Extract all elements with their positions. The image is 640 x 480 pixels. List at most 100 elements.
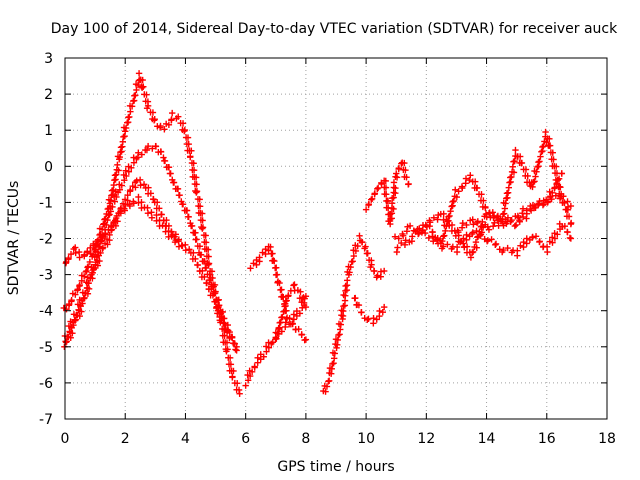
- data-point: [166, 170, 174, 177]
- data-point: [191, 229, 198, 237]
- data-point: [242, 382, 249, 389]
- data-point: [149, 109, 157, 116]
- data-point: [368, 195, 376, 202]
- data-point: [133, 177, 140, 184]
- data-point: [268, 250, 275, 258]
- axis-ticks: [64, 57, 608, 420]
- data-point: [75, 248, 83, 256]
- data-point: [466, 176, 473, 184]
- data-point: [221, 332, 228, 339]
- data-point: [545, 142, 553, 150]
- data-point: [226, 354, 234, 362]
- data-point: [179, 120, 187, 127]
- data-point: [171, 238, 179, 246]
- data-point: [440, 243, 447, 250]
- data-point: [482, 204, 489, 212]
- data-point: [231, 340, 238, 347]
- data-point: [429, 228, 436, 236]
- data-point: [459, 184, 466, 192]
- data-point: [284, 293, 292, 300]
- data-point: [467, 172, 474, 179]
- data-point: [447, 208, 454, 215]
- data-point: [90, 242, 97, 249]
- data-point: [516, 153, 524, 160]
- data-point: [128, 103, 136, 110]
- data-point: [560, 193, 567, 200]
- data-point: [409, 233, 416, 240]
- data-point: [519, 205, 527, 212]
- data-point: [107, 223, 115, 231]
- data-point: [190, 160, 197, 167]
- data-point: [301, 295, 308, 302]
- data-point: [150, 117, 158, 124]
- data-point: [430, 214, 438, 221]
- data-point: [542, 128, 549, 136]
- data-point: [149, 145, 156, 152]
- data-point: [76, 312, 83, 320]
- data-point: [472, 238, 480, 246]
- x-tick-label: 2: [121, 431, 130, 447]
- data-point: [233, 343, 240, 350]
- data-point: [401, 159, 408, 167]
- data-point: [519, 213, 527, 221]
- data-point: [186, 246, 193, 253]
- data-point: [519, 210, 526, 217]
- data-point: [540, 143, 547, 150]
- data-point: [259, 249, 266, 256]
- data-point: [455, 188, 462, 195]
- data-point: [106, 211, 113, 218]
- data-point: [111, 198, 118, 205]
- data-point: [463, 243, 471, 250]
- data-point: [536, 238, 543, 245]
- data-point: [533, 168, 540, 175]
- data-point: [88, 271, 95, 278]
- data-point: [218, 313, 226, 321]
- data-point: [507, 174, 514, 181]
- y-tick-label: -6: [39, 376, 53, 392]
- data-point: [510, 169, 518, 176]
- data-point: [110, 219, 117, 227]
- data-point: [184, 134, 192, 141]
- data-point: [236, 390, 243, 397]
- data-point: [140, 83, 147, 90]
- data-point: [80, 273, 88, 280]
- data-point: [395, 165, 402, 173]
- data-point: [391, 233, 399, 240]
- data-point: [365, 201, 372, 209]
- data-point: [200, 258, 208, 265]
- data-point: [187, 222, 195, 230]
- data-point: [554, 176, 561, 184]
- data-point: [135, 149, 142, 156]
- data-point: [537, 153, 544, 160]
- data-point: [362, 243, 369, 250]
- data-point: [555, 175, 563, 182]
- data-point: [449, 198, 456, 205]
- data-point: [254, 354, 261, 362]
- data-point: [156, 124, 164, 131]
- data-point: [234, 380, 241, 387]
- data-point: [384, 197, 392, 205]
- data-point: [368, 261, 375, 268]
- data-point: [276, 279, 283, 287]
- data-point: [492, 241, 499, 249]
- data-point: [374, 185, 381, 193]
- chart-title: Day 100 of 2014, Sidereal Day-to-day VTE…: [51, 21, 618, 37]
- data-point: [169, 109, 176, 117]
- data-point: [484, 237, 492, 244]
- data-point: [217, 319, 224, 326]
- data-point: [281, 303, 288, 310]
- data-point: [511, 222, 519, 230]
- data-point: [531, 178, 538, 185]
- data-point: [144, 142, 152, 150]
- data-point: [122, 124, 130, 132]
- data-point: [223, 339, 231, 346]
- data-point: [203, 279, 210, 287]
- data-point: [393, 174, 401, 181]
- data-point: [135, 193, 142, 201]
- data-point: [140, 181, 148, 188]
- data-point: [187, 153, 194, 160]
- data-point: [323, 383, 331, 390]
- data-point: [412, 228, 419, 235]
- data-point: [478, 229, 485, 236]
